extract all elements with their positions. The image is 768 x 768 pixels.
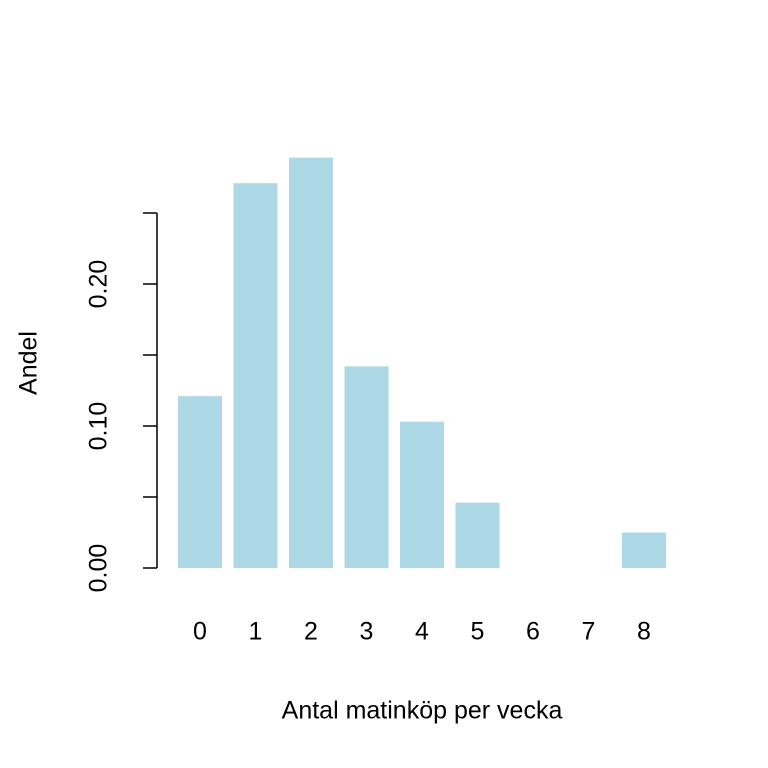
- bar: [455, 502, 500, 568]
- bar: [344, 366, 389, 568]
- bar: [289, 157, 333, 568]
- bar: [178, 396, 222, 568]
- bar: [233, 183, 278, 568]
- x-axis-title: Antal matinköp per vecka: [282, 697, 563, 725]
- bar: [400, 421, 444, 568]
- bar: [622, 532, 666, 568]
- x-tick-label: 1: [249, 618, 263, 646]
- x-tick-label: 5: [471, 618, 485, 646]
- x-tick-label: 0: [193, 618, 207, 646]
- y-axis-title: Andel: [15, 331, 43, 395]
- x-tick-label: 3: [360, 618, 374, 646]
- y-tick-label: 0.20: [85, 260, 113, 309]
- y-tick-label: 0.10: [85, 402, 113, 451]
- x-tick-label: 4: [415, 618, 429, 646]
- y-tick-label: 0.00: [85, 544, 113, 593]
- x-tick-label: 6: [526, 618, 540, 646]
- x-tick-label: 7: [582, 618, 596, 646]
- x-tick-label: 8: [637, 618, 651, 646]
- x-tick-label: 2: [304, 618, 318, 646]
